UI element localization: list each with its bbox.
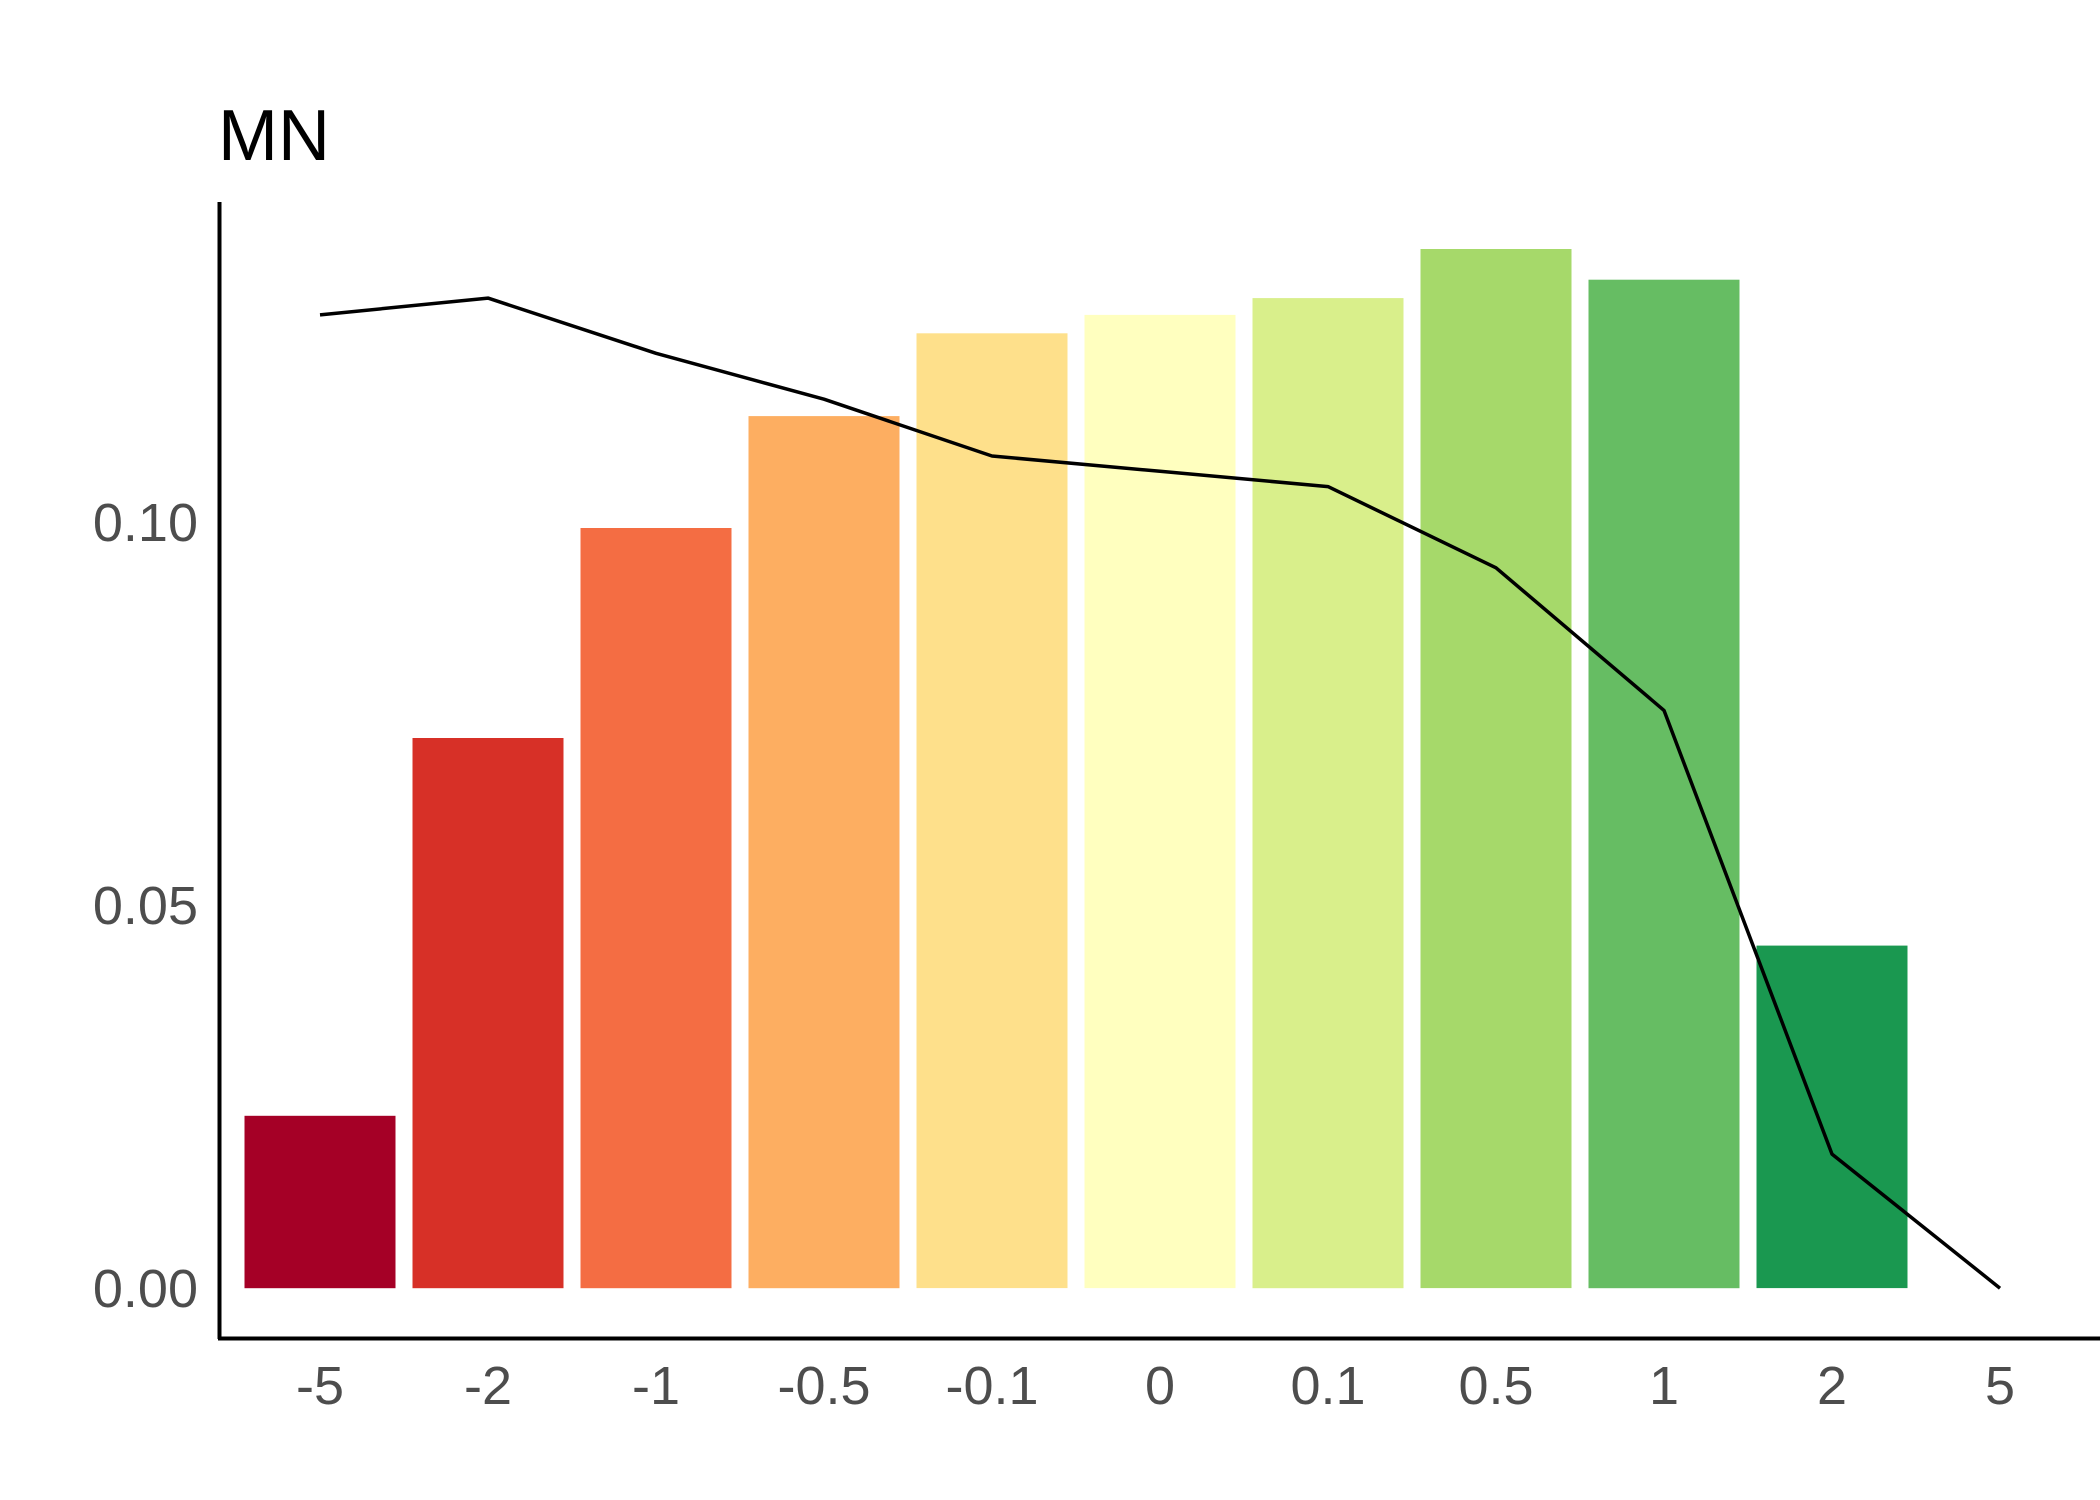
bars-layer [244, 249, 1908, 1289]
y-tick-label: 0.05 [93, 876, 198, 936]
bar-0.1 [1252, 298, 1404, 1289]
line-layer [319, 296, 2002, 1290]
bar--0.5 [748, 416, 900, 1289]
bar-1 [1588, 279, 1740, 1289]
axes-layer [217, 202, 2100, 1341]
bar--0.1 [916, 333, 1068, 1289]
x-tick-label: -2 [464, 1356, 512, 1416]
bar-0.5 [1420, 249, 1572, 1289]
x-tick-label: -5 [296, 1356, 344, 1416]
bar--5 [244, 1115, 396, 1289]
x-tick-label: 5 [1985, 1356, 2015, 1416]
x-tick-label: 1 [1649, 1356, 1679, 1416]
bar--1 [580, 528, 732, 1289]
x-tick-label: 0.1 [1290, 1356, 1365, 1416]
y-tick-label: 0.00 [93, 1259, 198, 1319]
bar-2 [1756, 945, 1908, 1289]
x-tick-label: -1 [632, 1356, 680, 1416]
x-tick-label: 2 [1817, 1356, 1847, 1416]
chart-title: MN [218, 96, 330, 176]
x-tick-label: 0.5 [1458, 1356, 1533, 1416]
x-tick-labels: -5 -2 -1 -0.5 -0.1 0 0.1 0.5 1 2 5 [296, 1356, 2015, 1416]
bar-0 [1084, 314, 1236, 1289]
x-tick-label: -0.1 [945, 1356, 1038, 1416]
x-tick-label: 0 [1145, 1356, 1175, 1416]
x-tick-label: -0.5 [777, 1356, 870, 1416]
y-tick-labels: 0.00 0.05 0.10 [93, 493, 198, 1319]
line-series [319, 296, 2002, 1290]
y-tick-label: 0.10 [93, 493, 198, 553]
bar--2 [412, 738, 564, 1289]
